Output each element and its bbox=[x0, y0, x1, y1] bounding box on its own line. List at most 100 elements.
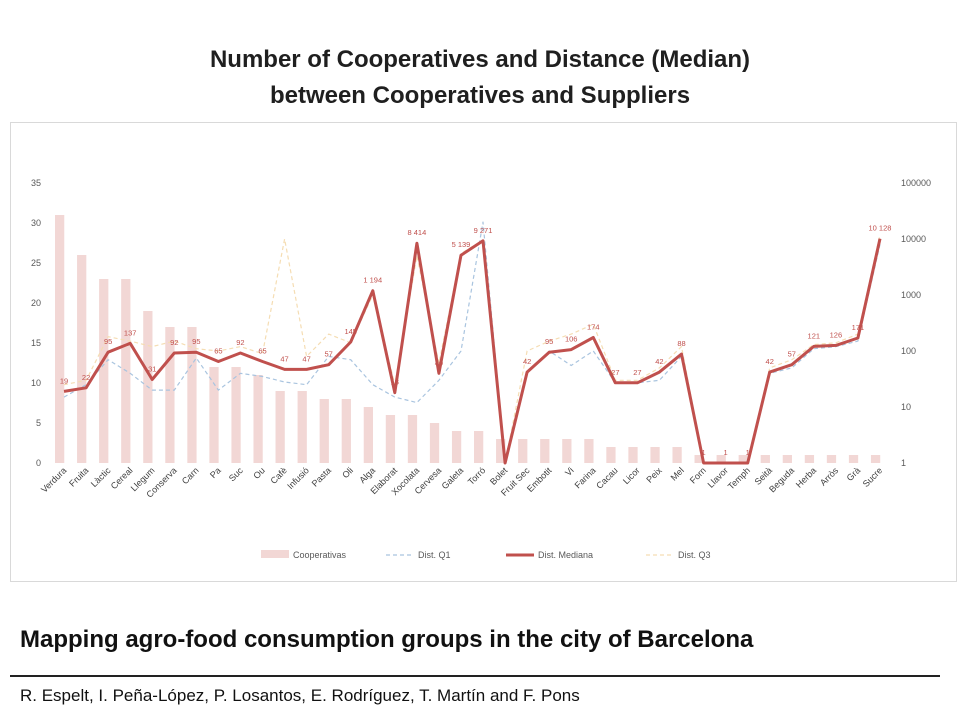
x-tick-label: Galeta bbox=[440, 465, 466, 491]
bar-cooperativas bbox=[562, 439, 572, 463]
data-label: 31 bbox=[148, 364, 156, 373]
x-tick-label: Arròs bbox=[818, 465, 841, 488]
data-label: 47 bbox=[302, 354, 310, 363]
y-left-tick-label: 25 bbox=[31, 258, 41, 268]
bar-cooperativas bbox=[782, 455, 792, 463]
bar-cooperativas bbox=[407, 415, 418, 463]
bar-cooperativas bbox=[319, 399, 329, 463]
bar-cooperativas bbox=[804, 455, 815, 463]
legend-label: Cooperativas bbox=[293, 550, 347, 560]
data-label: 47 bbox=[280, 354, 288, 363]
data-label: 126 bbox=[830, 330, 843, 339]
bar-cooperativas bbox=[275, 391, 285, 463]
bar-cooperativas bbox=[738, 455, 748, 463]
legend-label: Dist. Mediana bbox=[538, 550, 593, 560]
x-tick-label: Cacau bbox=[594, 465, 619, 490]
chart-title-line2: between Cooperatives and Suppliers bbox=[269, 82, 691, 109]
data-label: 42 bbox=[766, 357, 774, 366]
presentation-title: Mapping agro-food consumption groups in … bbox=[20, 626, 754, 653]
bar-cooperativas bbox=[429, 423, 440, 463]
bar-cooperativas bbox=[826, 455, 837, 463]
x-tick-label: Farina bbox=[573, 465, 598, 490]
x-tick-label: Beguda bbox=[767, 465, 796, 494]
x-tick-label: Carn bbox=[180, 465, 201, 486]
data-label: 174 bbox=[587, 323, 600, 332]
bar-cooperativas bbox=[716, 455, 726, 463]
data-label: 42 bbox=[655, 357, 663, 366]
bar-cooperativas bbox=[341, 399, 351, 463]
bar-cooperativas bbox=[518, 439, 528, 463]
data-label: 106 bbox=[565, 335, 578, 344]
bar-cooperativas bbox=[99, 279, 109, 463]
data-label: 40 bbox=[435, 358, 443, 367]
bar-cooperativas bbox=[231, 367, 241, 463]
y-right-tick-label: 10000 bbox=[901, 234, 926, 244]
bar-cooperativas bbox=[385, 415, 396, 463]
bar-cooperativas bbox=[540, 439, 550, 463]
y-left-tick-label: 10 bbox=[31, 378, 41, 388]
x-tick-label: Temph bbox=[726, 465, 752, 491]
bar-cooperativas bbox=[187, 327, 197, 463]
x-tick-label: Grà bbox=[845, 465, 863, 483]
series-line-dist-q3 bbox=[63, 234, 881, 464]
bar-cooperativas bbox=[496, 439, 506, 463]
data-label: 95 bbox=[545, 337, 553, 346]
data-label: 1 bbox=[746, 448, 750, 457]
data-label: 88 bbox=[677, 339, 685, 348]
data-label: 18 bbox=[391, 378, 399, 387]
x-tick-label: Pa bbox=[208, 465, 223, 480]
data-label: 42 bbox=[523, 357, 531, 366]
bar-cooperativas bbox=[451, 431, 462, 463]
bar-cooperativas bbox=[650, 447, 660, 463]
data-label: 95 bbox=[104, 337, 112, 346]
data-label: 121 bbox=[808, 331, 821, 340]
bar-cooperativas bbox=[253, 375, 263, 463]
bar-cooperativas bbox=[870, 455, 881, 463]
bar-cooperativas bbox=[55, 215, 65, 463]
bar-cooperativas bbox=[474, 431, 484, 463]
data-label: 1 bbox=[701, 448, 705, 457]
data-label: 1 194 bbox=[363, 276, 382, 285]
bar-cooperativas bbox=[584, 439, 594, 463]
data-label: 65 bbox=[258, 346, 266, 355]
bar-cooperativas bbox=[628, 447, 638, 463]
x-tick-label: Fruita bbox=[67, 465, 90, 488]
data-label: 171 bbox=[852, 323, 865, 332]
data-label: 95 bbox=[192, 337, 200, 346]
y-left-tick-label: 5 bbox=[36, 418, 41, 428]
x-tick-label: Embotit bbox=[525, 465, 554, 494]
y-left-tick-label: 0 bbox=[36, 458, 41, 468]
y-left-tick-label: 35 bbox=[31, 178, 41, 188]
legend-label: Dist. Q1 bbox=[418, 550, 451, 560]
bar-cooperativas bbox=[760, 455, 770, 463]
data-label: 10 128 bbox=[868, 224, 891, 233]
authors-line: R. Espelt, I. Peña-López, P. Losantos, E… bbox=[20, 686, 580, 705]
x-tick-label: Licor bbox=[621, 465, 642, 486]
y-left-tick-label: 30 bbox=[31, 218, 41, 228]
bar-cooperativas bbox=[672, 447, 682, 463]
combo-chart: 0 5 10 15 20 25 30 35 1 10 100 1000 10000 100000 19 22 9… bbox=[31, 178, 931, 560]
data-label: 57 bbox=[788, 350, 796, 359]
divider bbox=[10, 675, 940, 677]
bar-cooperativas bbox=[363, 407, 373, 463]
legend-swatch-bar bbox=[261, 550, 289, 558]
chart-area: 0 5 10 15 20 25 30 35 1 10 100 1000 10000 100000 19 22 9… bbox=[10, 122, 957, 582]
data-label: 27 bbox=[633, 368, 641, 377]
y-right-tick-label: 100000 bbox=[901, 178, 931, 188]
x-tick-label: Herba bbox=[794, 465, 818, 489]
data-label: 137 bbox=[124, 328, 137, 337]
data-label: 92 bbox=[170, 338, 178, 347]
legend-label: Dist. Q3 bbox=[678, 550, 711, 560]
bar-cooperativas bbox=[209, 367, 219, 463]
x-tick-label: Oli bbox=[340, 465, 355, 480]
chart-title-line1: Number of Cooperatives and Distance (Med… bbox=[209, 46, 751, 73]
data-label: 92 bbox=[236, 338, 244, 347]
data-label: 19 bbox=[60, 376, 68, 385]
data-label: 9 271 bbox=[474, 226, 493, 235]
bar-cooperativas bbox=[77, 255, 87, 463]
data-label: 5 139 bbox=[452, 240, 471, 249]
y-right-tick-label: 100 bbox=[901, 346, 916, 356]
x-tick-label: Infusió bbox=[285, 465, 311, 491]
data-label: 145 bbox=[344, 327, 357, 336]
x-tick-label: Mel bbox=[669, 465, 686, 482]
